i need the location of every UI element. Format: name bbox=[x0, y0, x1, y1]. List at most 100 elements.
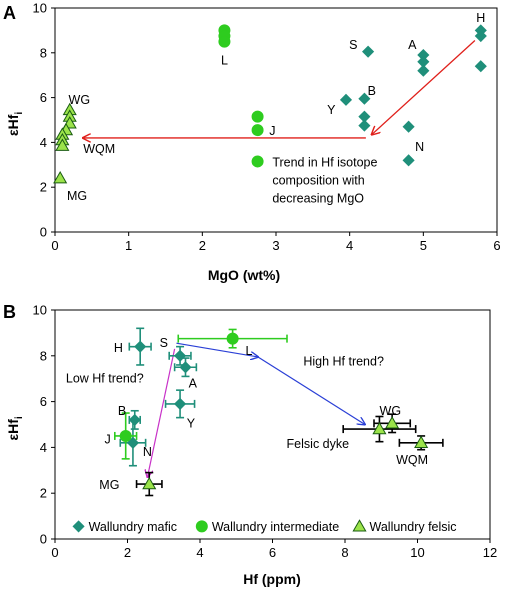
panel-a-x-tick-label: 5 bbox=[420, 238, 427, 253]
panel-b-point-label: N bbox=[143, 445, 152, 459]
panel-a-trend-arrows bbox=[83, 39, 476, 137]
panel-b-point-label: H bbox=[114, 341, 123, 355]
panel-b-point-label: WG bbox=[380, 404, 402, 418]
panel-b-letter: B bbox=[3, 302, 16, 322]
intermediate-circle-marker bbox=[251, 110, 264, 123]
svg-text:Trend in Hf isotope: Trend in Hf isotope bbox=[272, 155, 377, 169]
legend-entry-label: Wallundry mafic bbox=[89, 520, 177, 534]
panel-a-point-label: WG bbox=[69, 93, 91, 107]
panel-a-y-axis-title: εHfi bbox=[5, 112, 25, 136]
panel-a-trend-arrow bbox=[372, 39, 476, 134]
mafic-diamond-marker bbox=[179, 361, 192, 374]
panel-b-points bbox=[119, 332, 429, 490]
panel-a-x-tick-label: 4 bbox=[346, 238, 353, 253]
panel-b-y-tick-label: 2 bbox=[40, 486, 47, 501]
felsic-triangle-marker bbox=[385, 416, 400, 429]
panel-a-points bbox=[53, 24, 487, 184]
panel-a-point-label: A bbox=[408, 38, 417, 52]
mafic-diamond-marker bbox=[362, 45, 375, 58]
panel-b-point-label: Felsic dyke bbox=[287, 437, 350, 451]
mafic-diamond-marker bbox=[417, 64, 430, 77]
panel-a-point-labels: H S A L B Y J N WG WQM MG bbox=[67, 11, 485, 203]
mafic-diamond-marker bbox=[474, 29, 487, 43]
panel-b-x-tick-label: 12 bbox=[483, 545, 497, 560]
panel-b-x-axis-title: Hf (ppm) bbox=[243, 571, 301, 587]
panel-a-point-label: H bbox=[476, 11, 485, 25]
felsic-triangle-marker bbox=[414, 435, 429, 448]
svg-text:εHfi: εHfi bbox=[5, 112, 25, 136]
mafic-diamond-marker bbox=[339, 93, 353, 106]
panel-a-point-label: Y bbox=[327, 103, 336, 117]
panel-b-point-label: WQM bbox=[396, 453, 428, 467]
mafic-diamond-marker bbox=[173, 349, 187, 362]
legend-felsic-triangle-marker bbox=[352, 519, 367, 532]
panel-b-point-label: MG bbox=[99, 478, 119, 492]
legend-entry-label: Wallundry felsic bbox=[370, 520, 457, 534]
panel-a-point-label: WQM bbox=[83, 142, 115, 156]
panel-a-letter: A bbox=[3, 3, 16, 23]
panel-b-trend-arrow bbox=[176, 342, 258, 357]
svg-text:composition with: composition with bbox=[272, 173, 364, 187]
panel-a-x-tick-label: 0 bbox=[51, 238, 58, 253]
intermediate-circle-marker bbox=[251, 155, 264, 168]
panel-b-point-label: A bbox=[189, 376, 198, 390]
panel-b-y-tick-label: 6 bbox=[40, 394, 47, 409]
mafic-diamond-marker bbox=[173, 397, 187, 410]
panel-a-x-tick-label: 2 bbox=[199, 238, 206, 253]
panel-b-point-label: J bbox=[104, 432, 110, 446]
panel-b-y-tick-label: 8 bbox=[40, 348, 47, 363]
panel-b-trend-label: Low Hf trend? bbox=[66, 372, 144, 386]
panel-b-y-tick-label: 0 bbox=[40, 532, 47, 547]
mafic-diamond-marker bbox=[134, 340, 147, 353]
mafic-diamond-marker bbox=[128, 413, 141, 426]
panel-b-x-tick-label: 8 bbox=[341, 545, 348, 560]
felsic-triangle-marker bbox=[142, 476, 157, 490]
panel-a-point-label: N bbox=[415, 140, 424, 154]
panel-b-y-tick-label: 4 bbox=[40, 440, 47, 455]
mafic-diamond-marker bbox=[358, 92, 371, 105]
intermediate-circle-marker bbox=[218, 35, 231, 48]
intermediate-circle-marker bbox=[251, 124, 264, 137]
panel-a-y-tick-label: 4 bbox=[40, 135, 47, 150]
panel-b-point-label: S bbox=[160, 336, 168, 350]
legend-mafic-diamond-marker bbox=[72, 520, 85, 533]
legend-intermediate-circle-marker bbox=[195, 520, 208, 533]
svg-text:decreasing MgO: decreasing MgO bbox=[272, 191, 364, 205]
panel-a-point-label: B bbox=[368, 84, 376, 98]
panel-b-y-tick-label: 10 bbox=[33, 303, 47, 318]
mafic-diamond-marker bbox=[126, 436, 140, 449]
panel-a-x-axis-title: MgO (wt%) bbox=[208, 267, 280, 283]
panel-a-y-tick-label: 6 bbox=[40, 90, 47, 105]
panel-a-x-tick-label: 3 bbox=[272, 238, 279, 253]
felsic-triangle-marker bbox=[53, 171, 68, 184]
panel-a-y-tick-label: 2 bbox=[40, 180, 47, 195]
mafic-diamond-marker bbox=[358, 119, 371, 132]
panel-b-trend-label: High Hf trend? bbox=[303, 355, 384, 369]
felsic-triangle-marker bbox=[372, 421, 387, 435]
panel-a-y-tick-label: 8 bbox=[40, 45, 47, 60]
panel-b-trend-arrow bbox=[257, 356, 365, 425]
panel-b-x-tick-label: 6 bbox=[269, 545, 276, 560]
panel-a-point-label: S bbox=[349, 38, 357, 52]
felsic-triangle-marker bbox=[55, 138, 70, 151]
panel-a: A MgO (wt%) εHfi 0 1 2 3 4 5 6 0 2 4 6 8 10 H S A L B Y J N… bbox=[3, 1, 501, 284]
panel-b-point-label: Y bbox=[187, 416, 196, 430]
panel-b-point-label: B bbox=[118, 404, 126, 418]
panel-b-y-axis-title: εHfi bbox=[5, 416, 25, 440]
panel-b-x-tick-label: 4 bbox=[196, 545, 203, 560]
legend-entry-label: Wallundry intermediate bbox=[212, 520, 339, 534]
panel-a-x-tick-label: 1 bbox=[125, 238, 132, 253]
panel-b-trend-labels: Low Hf trend? High Hf trend? bbox=[66, 355, 384, 386]
svg-text:εHfi: εHfi bbox=[5, 416, 25, 440]
panel-a-point-label: MG bbox=[67, 189, 87, 203]
panel-a-trend-annotation: Trend in Hf isotope composition with dec… bbox=[272, 155, 377, 205]
panel-a-y-tick-label: 10 bbox=[33, 1, 47, 16]
legend: Wallundry mafic Wallundry intermediate Wal… bbox=[72, 519, 457, 534]
panel-b-trend-arrow bbox=[147, 348, 176, 477]
mafic-diamond-marker bbox=[402, 154, 415, 167]
panel-b-x-tick-label: 0 bbox=[51, 545, 58, 560]
intermediate-circle-marker bbox=[226, 332, 239, 345]
intermediate-circle-marker bbox=[119, 429, 132, 442]
